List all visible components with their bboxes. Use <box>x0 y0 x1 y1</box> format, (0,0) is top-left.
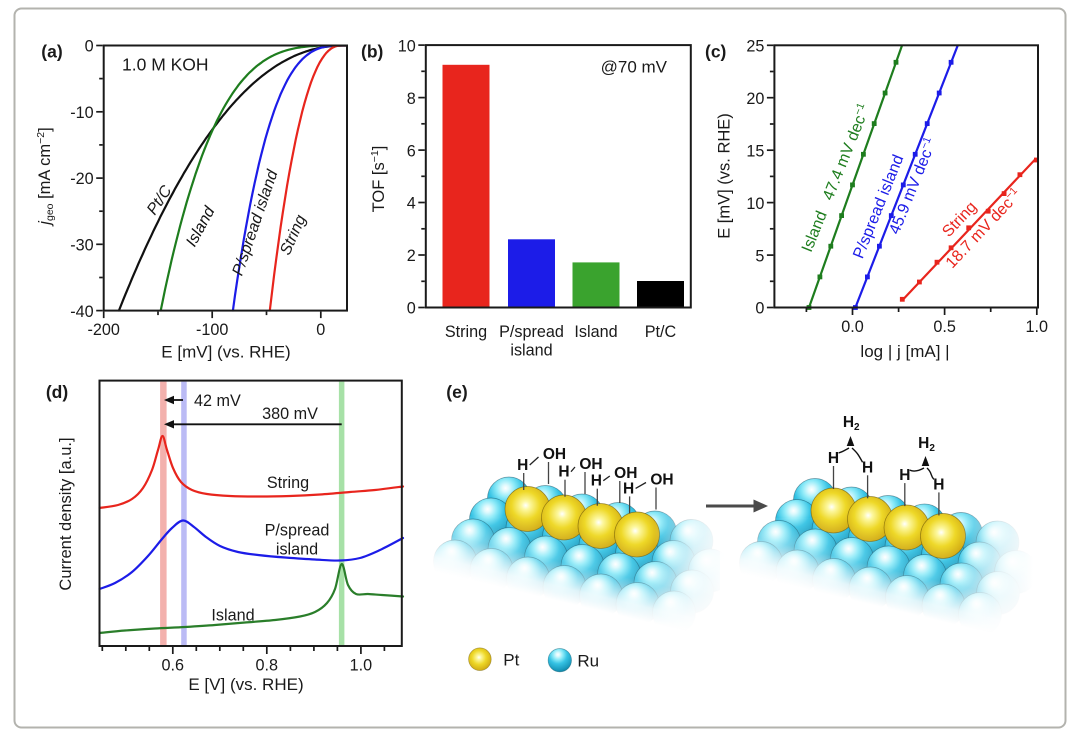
svg-text:0: 0 <box>85 38 94 56</box>
svg-text:0.5: 0.5 <box>933 318 956 336</box>
svg-text:4: 4 <box>407 195 416 213</box>
svg-text:E [mV] (vs. RHE): E [mV] (vs. RHE) <box>161 343 290 362</box>
svg-text:0: 0 <box>407 300 416 318</box>
svg-text:String: String <box>267 474 309 492</box>
svg-text:E [mV] (vs. RHE): E [mV] (vs. RHE) <box>716 113 734 239</box>
svg-text:(b): (b) <box>361 42 383 62</box>
svg-text:OH: OH <box>543 446 566 463</box>
svg-text:P/spread: P/spread <box>499 323 564 341</box>
svg-text:380 mV: 380 mV <box>262 405 318 423</box>
svg-text:Ru: Ru <box>577 652 599 671</box>
svg-text:2: 2 <box>407 247 416 265</box>
svg-text:OH: OH <box>650 472 673 489</box>
svg-text:OH: OH <box>614 465 637 482</box>
svg-text:Island: Island <box>574 323 617 341</box>
svg-text:(e): (e) <box>446 382 467 402</box>
svg-text:Pt/C: Pt/C <box>645 323 677 341</box>
svg-text:1.0 M KOH: 1.0 M KOH <box>122 55 209 75</box>
svg-text:Current density [a.u.]: Current density [a.u.] <box>57 437 75 590</box>
svg-text:0: 0 <box>755 300 764 318</box>
svg-text:0.6: 0.6 <box>162 657 185 675</box>
svg-text:0.0: 0.0 <box>841 318 864 336</box>
svg-text:25: 25 <box>746 38 764 56</box>
svg-text:1.0: 1.0 <box>1026 318 1049 336</box>
svg-text:island: island <box>510 342 552 360</box>
svg-text:10: 10 <box>746 195 764 213</box>
svg-text:42 mV: 42 mV <box>194 392 241 410</box>
svg-text:log | j [mA] |: log | j [mA] | <box>860 342 949 361</box>
svg-text:island: island <box>276 541 318 559</box>
svg-text:10: 10 <box>398 37 416 55</box>
svg-text:0: 0 <box>316 321 325 339</box>
svg-text:H: H <box>933 476 944 493</box>
svg-text:H: H <box>591 473 602 490</box>
svg-text:6: 6 <box>407 142 416 160</box>
svg-text:OH: OH <box>579 456 602 473</box>
svg-text:1.0: 1.0 <box>350 657 373 675</box>
svg-text:TOF [s−1]: TOF [s−1] <box>369 146 388 213</box>
svg-text:-40: -40 <box>70 303 93 321</box>
svg-text:8: 8 <box>407 90 416 108</box>
svg-text:(a): (a) <box>41 42 62 62</box>
svg-text:H: H <box>899 467 910 484</box>
svg-text:H: H <box>828 450 839 467</box>
svg-text:H: H <box>517 457 528 474</box>
svg-text:Pt: Pt <box>503 651 519 670</box>
svg-text:15: 15 <box>746 142 764 160</box>
svg-text:jgeo [mA cm−2]: jgeo [mA cm−2] <box>35 127 56 226</box>
svg-text:(d): (d) <box>46 382 68 402</box>
svg-text:H: H <box>623 480 634 497</box>
svg-text:@70 mV: @70 mV <box>601 58 668 77</box>
svg-text:5: 5 <box>755 247 764 265</box>
svg-text:-30: -30 <box>70 237 93 255</box>
svg-text:20: 20 <box>746 90 764 108</box>
svg-text:H: H <box>558 464 569 481</box>
svg-text:-100: -100 <box>196 321 228 339</box>
svg-text:String: String <box>445 323 487 341</box>
svg-text:-200: -200 <box>87 321 119 339</box>
svg-text:0.8: 0.8 <box>256 657 279 675</box>
svg-text:E [V] (vs. RHE): E [V] (vs. RHE) <box>188 675 303 694</box>
svg-text:-10: -10 <box>70 104 93 122</box>
svg-text:H: H <box>862 459 873 476</box>
svg-text:Island: Island <box>211 607 254 625</box>
svg-text:(c): (c) <box>705 42 726 62</box>
svg-text:-20: -20 <box>70 170 93 188</box>
svg-text:P/spread: P/spread <box>265 522 330 540</box>
